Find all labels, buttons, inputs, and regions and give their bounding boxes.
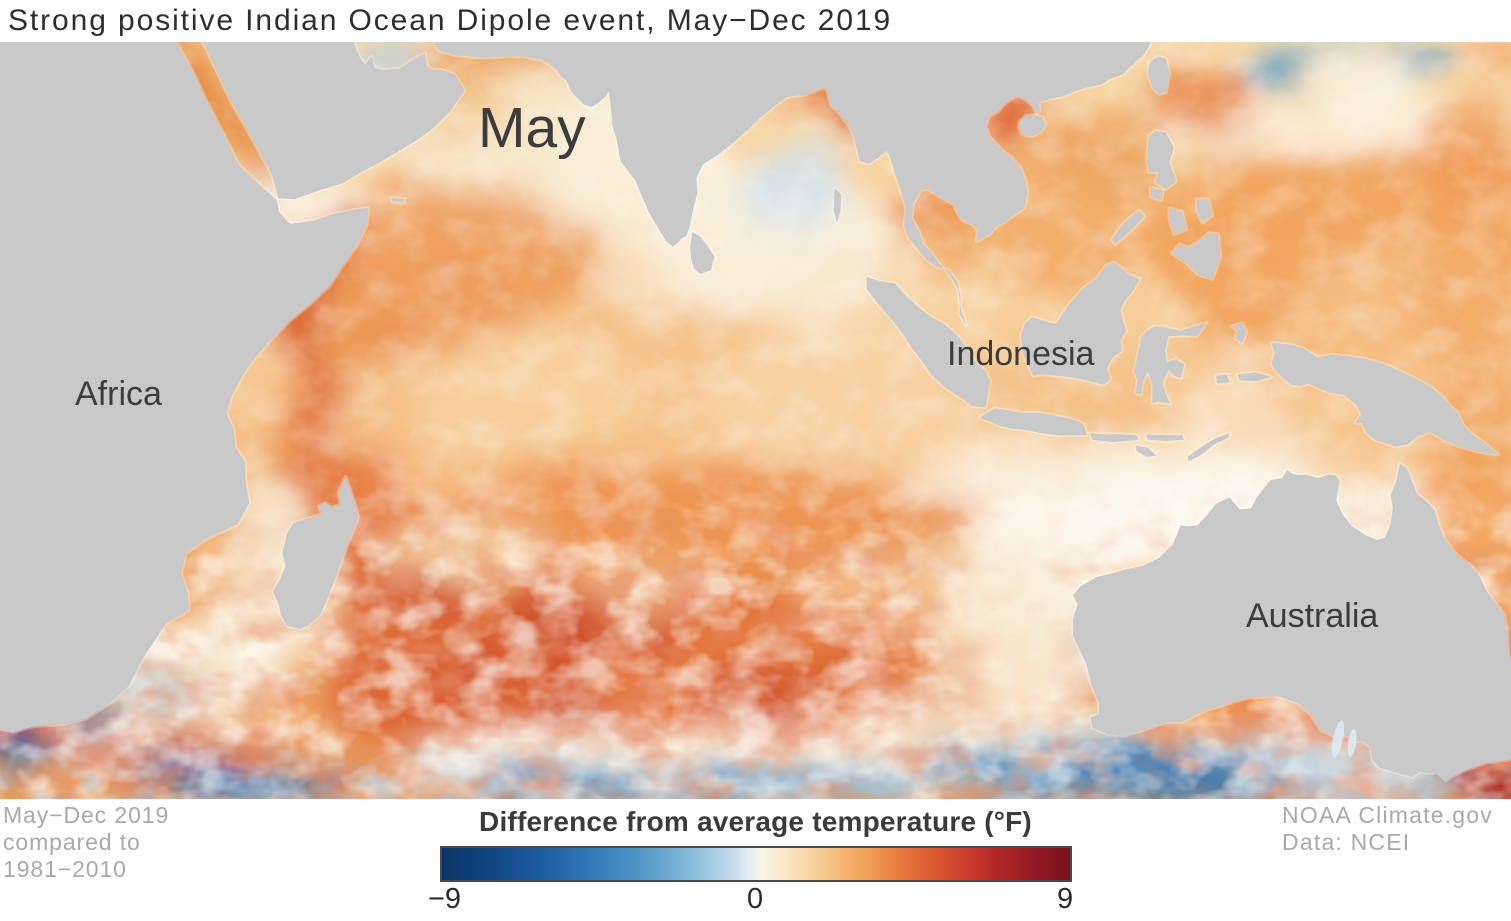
svg-text:Indonesia: Indonesia — [947, 335, 1095, 373]
svg-text:May: May — [478, 96, 586, 160]
svg-text:Africa: Africa — [75, 375, 162, 413]
svg-text:Australia: Australia — [1246, 597, 1378, 635]
